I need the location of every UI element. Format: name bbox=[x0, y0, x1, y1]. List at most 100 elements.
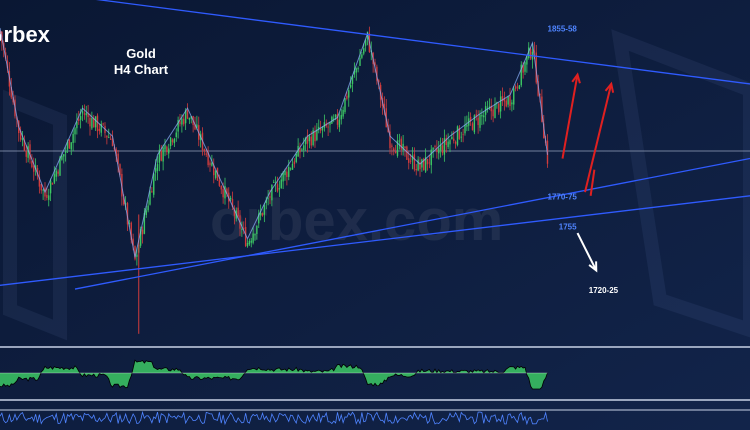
candle-body bbox=[218, 180, 221, 186]
candle-body bbox=[456, 126, 459, 145]
candle-body bbox=[126, 203, 129, 225]
candle-body bbox=[533, 50, 536, 53]
scenario-arrow-shaft bbox=[576, 232, 598, 271]
candle-body bbox=[498, 103, 500, 113]
candle-body bbox=[441, 145, 444, 153]
candle-body bbox=[85, 112, 87, 116]
candle-body bbox=[220, 185, 222, 190]
candle-body bbox=[336, 114, 339, 125]
scenario-arrow-shaft bbox=[561, 74, 579, 159]
candle-body bbox=[378, 80, 380, 83]
oscillator-line bbox=[0, 359, 548, 390]
candle-body bbox=[70, 142, 72, 150]
candle-body bbox=[147, 205, 149, 211]
candle-body bbox=[301, 149, 303, 151]
candle-body bbox=[524, 62, 526, 72]
candle-body bbox=[507, 96, 509, 105]
candle-body bbox=[443, 138, 446, 155]
candle-body bbox=[516, 86, 519, 88]
candle-body bbox=[383, 103, 386, 109]
candle-body bbox=[267, 198, 269, 200]
candle-body bbox=[74, 128, 76, 135]
candle-body bbox=[304, 137, 307, 145]
candle-body bbox=[503, 98, 506, 102]
candle-body bbox=[526, 56, 528, 65]
candle-body bbox=[276, 184, 279, 192]
scenario-arrow-head bbox=[571, 72, 581, 84]
candle-body bbox=[458, 128, 461, 140]
candle-body bbox=[134, 246, 136, 260]
candle-body bbox=[417, 159, 419, 171]
candle-body bbox=[423, 158, 425, 171]
candle-body bbox=[426, 158, 429, 165]
candle-body bbox=[340, 115, 342, 120]
candle-body bbox=[63, 154, 65, 157]
candle-body bbox=[256, 225, 258, 235]
candle-body bbox=[181, 118, 183, 125]
candle-body bbox=[64, 150, 67, 153]
candle-body bbox=[316, 129, 318, 140]
trendline-rising-trendline-upper bbox=[74, 157, 750, 290]
candle-body bbox=[291, 163, 294, 170]
candle-body bbox=[250, 240, 252, 243]
candle-body bbox=[297, 145, 299, 157]
candle-body bbox=[513, 88, 515, 105]
candle-body bbox=[171, 139, 174, 143]
price-label: 1720-25 bbox=[589, 286, 619, 295]
candle-body bbox=[226, 188, 228, 195]
candle-body bbox=[391, 145, 393, 147]
oscillator-panel bbox=[0, 359, 548, 390]
candle-body bbox=[243, 227, 245, 229]
candle-body bbox=[505, 100, 507, 107]
candle-body bbox=[186, 110, 189, 119]
candle-body bbox=[499, 96, 502, 112]
candle-body bbox=[376, 66, 378, 81]
candle-body bbox=[445, 138, 447, 145]
chart-subtitle: H4 Chart bbox=[114, 62, 169, 77]
candle-body bbox=[57, 171, 59, 174]
candle-body bbox=[139, 228, 142, 246]
candle-body bbox=[209, 162, 211, 166]
candle-body bbox=[184, 110, 187, 124]
candle-body bbox=[338, 119, 341, 128]
candle-body bbox=[331, 116, 333, 124]
candle-body bbox=[454, 141, 457, 144]
candle-body bbox=[254, 234, 256, 236]
candle-body bbox=[374, 62, 376, 66]
candle-body bbox=[359, 58, 361, 66]
candle-body bbox=[494, 104, 496, 119]
candle-body bbox=[346, 95, 348, 99]
candle-body bbox=[207, 152, 209, 166]
candle-body bbox=[229, 197, 232, 200]
candle-body bbox=[434, 146, 436, 147]
candle-body bbox=[33, 165, 35, 172]
candle-body bbox=[514, 86, 517, 89]
candle-body bbox=[511, 102, 513, 105]
candle-body bbox=[132, 238, 134, 246]
candle-body bbox=[349, 84, 352, 88]
candle-body bbox=[96, 115, 99, 132]
candle-body bbox=[469, 116, 472, 122]
scenario-arrow-head bbox=[604, 81, 615, 93]
candle-body bbox=[168, 148, 170, 154]
candle-body bbox=[117, 153, 119, 164]
candle-body bbox=[436, 148, 438, 152]
candle-body bbox=[492, 109, 494, 117]
candle-body bbox=[27, 146, 29, 158]
candle-body bbox=[81, 111, 84, 114]
candle-body bbox=[237, 207, 239, 217]
candle-body bbox=[233, 208, 236, 216]
candle-body bbox=[222, 189, 224, 198]
candle-body bbox=[522, 65, 524, 73]
candle-body bbox=[477, 117, 479, 126]
candle-body bbox=[123, 197, 125, 205]
candle-body bbox=[447, 141, 449, 148]
candle-body bbox=[306, 135, 309, 144]
candle-body bbox=[393, 148, 395, 151]
candle-body bbox=[398, 140, 401, 142]
scenario-arrow-head bbox=[588, 261, 598, 273]
candle-body bbox=[246, 242, 249, 247]
candle-body bbox=[244, 227, 247, 247]
candle-body bbox=[406, 146, 408, 160]
candle-body bbox=[252, 233, 254, 243]
